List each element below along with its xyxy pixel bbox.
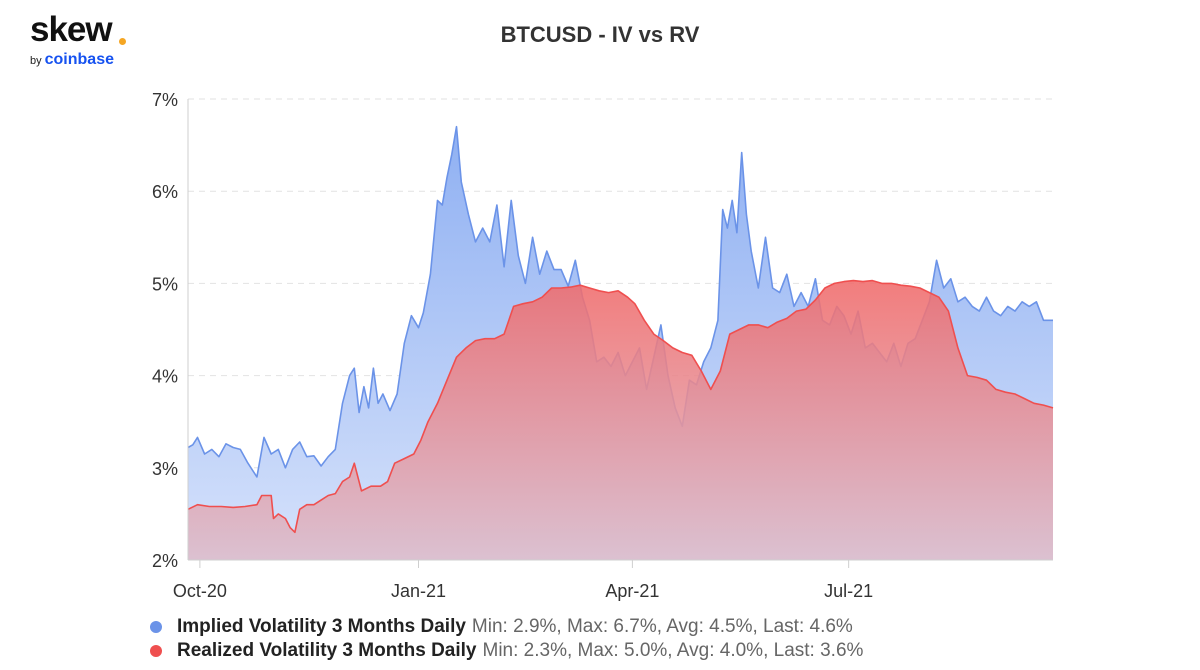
y-tick-label: 7% — [152, 90, 178, 110]
legend-stats-rv: Min: 2.3%, Max: 5.0%, Avg: 4.0%, Last: 3… — [482, 640, 864, 661]
x-tick-label: Oct-20 — [173, 581, 227, 601]
legend-item-rv[interactable]: Realized Volatility 3 Months Daily Min: … — [150, 639, 863, 663]
skew-logo: skew by coinbase — [30, 10, 150, 70]
y-tick-label: 4% — [152, 367, 178, 387]
series-rv-line — [187, 279, 1054, 534]
legend-marker-iv — [150, 621, 162, 633]
legend-item-iv[interactable]: Implied Volatility 3 Months Daily Min: 2… — [150, 615, 863, 639]
logo-dot-icon — [119, 38, 126, 45]
y-tick-label: 5% — [152, 274, 178, 294]
series-areas — [187, 125, 1054, 560]
chart-title: BTCUSD - IV vs RV — [500, 22, 700, 47]
legend: Implied Volatility 3 Months Daily Min: 2… — [150, 615, 863, 663]
x-tick-label: Jan-21 — [391, 581, 446, 601]
logo-byline: by coinbase — [30, 51, 114, 68]
logo-by: by — [30, 55, 42, 67]
legend-marker-rv — [150, 645, 162, 657]
x-tick-label: Jul-21 — [824, 581, 873, 601]
axes: 2% 3% 4% 5% 6% 7% Oct-20 Jan-21 Apr-21 Jul-21 — [152, 90, 1053, 601]
y-tick-label: 3% — [152, 459, 178, 479]
y-tick-label: 2% — [152, 551, 178, 571]
logo-brand: coinbase — [44, 51, 114, 68]
legend-stats-iv: Min: 2.9%, Max: 6.7%, Avg: 4.5%, Last: 4… — [471, 616, 853, 637]
x-tick-label: Apr-21 — [605, 581, 659, 601]
y-tick-label: 6% — [152, 182, 178, 202]
logo-wordmark: skew — [30, 10, 113, 49]
series-rv-area — [188, 280, 1053, 560]
legend-label-rv: Realized Volatility 3 Months Daily — [177, 640, 477, 661]
legend-label-iv: Implied Volatility 3 Months Daily — [177, 616, 466, 637]
